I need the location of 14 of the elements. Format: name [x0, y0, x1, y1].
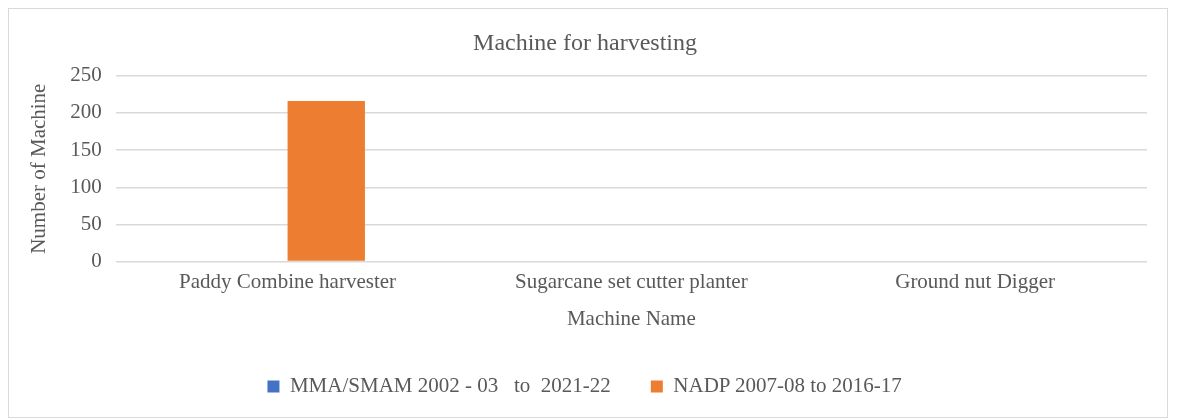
x-tick-label: Paddy Combine harvester	[179, 268, 397, 293]
y-tick-label: 250	[70, 62, 102, 87]
legend-label: NADP 2007-08 to 2016-17	[673, 373, 902, 398]
y-tick-label: 0	[91, 248, 102, 273]
x-axis-title: Machine Name	[566, 305, 696, 330]
chart-title: Machine for harvesting	[473, 28, 697, 55]
y-tick-label: 100	[70, 173, 102, 198]
x-tick-label: Sugarcane set cutter planter	[515, 268, 748, 293]
y-tick-label: 150	[70, 136, 102, 161]
legend-label: MMA/SMAM 2002 - 03 to 2021-22	[289, 373, 611, 398]
y-tick-label: 200	[70, 99, 102, 124]
y-tick-label: 50	[80, 210, 102, 235]
x-tick-label: Ground nut Digger	[895, 268, 1056, 293]
y-axis-title: Number of Machine	[26, 83, 51, 254]
